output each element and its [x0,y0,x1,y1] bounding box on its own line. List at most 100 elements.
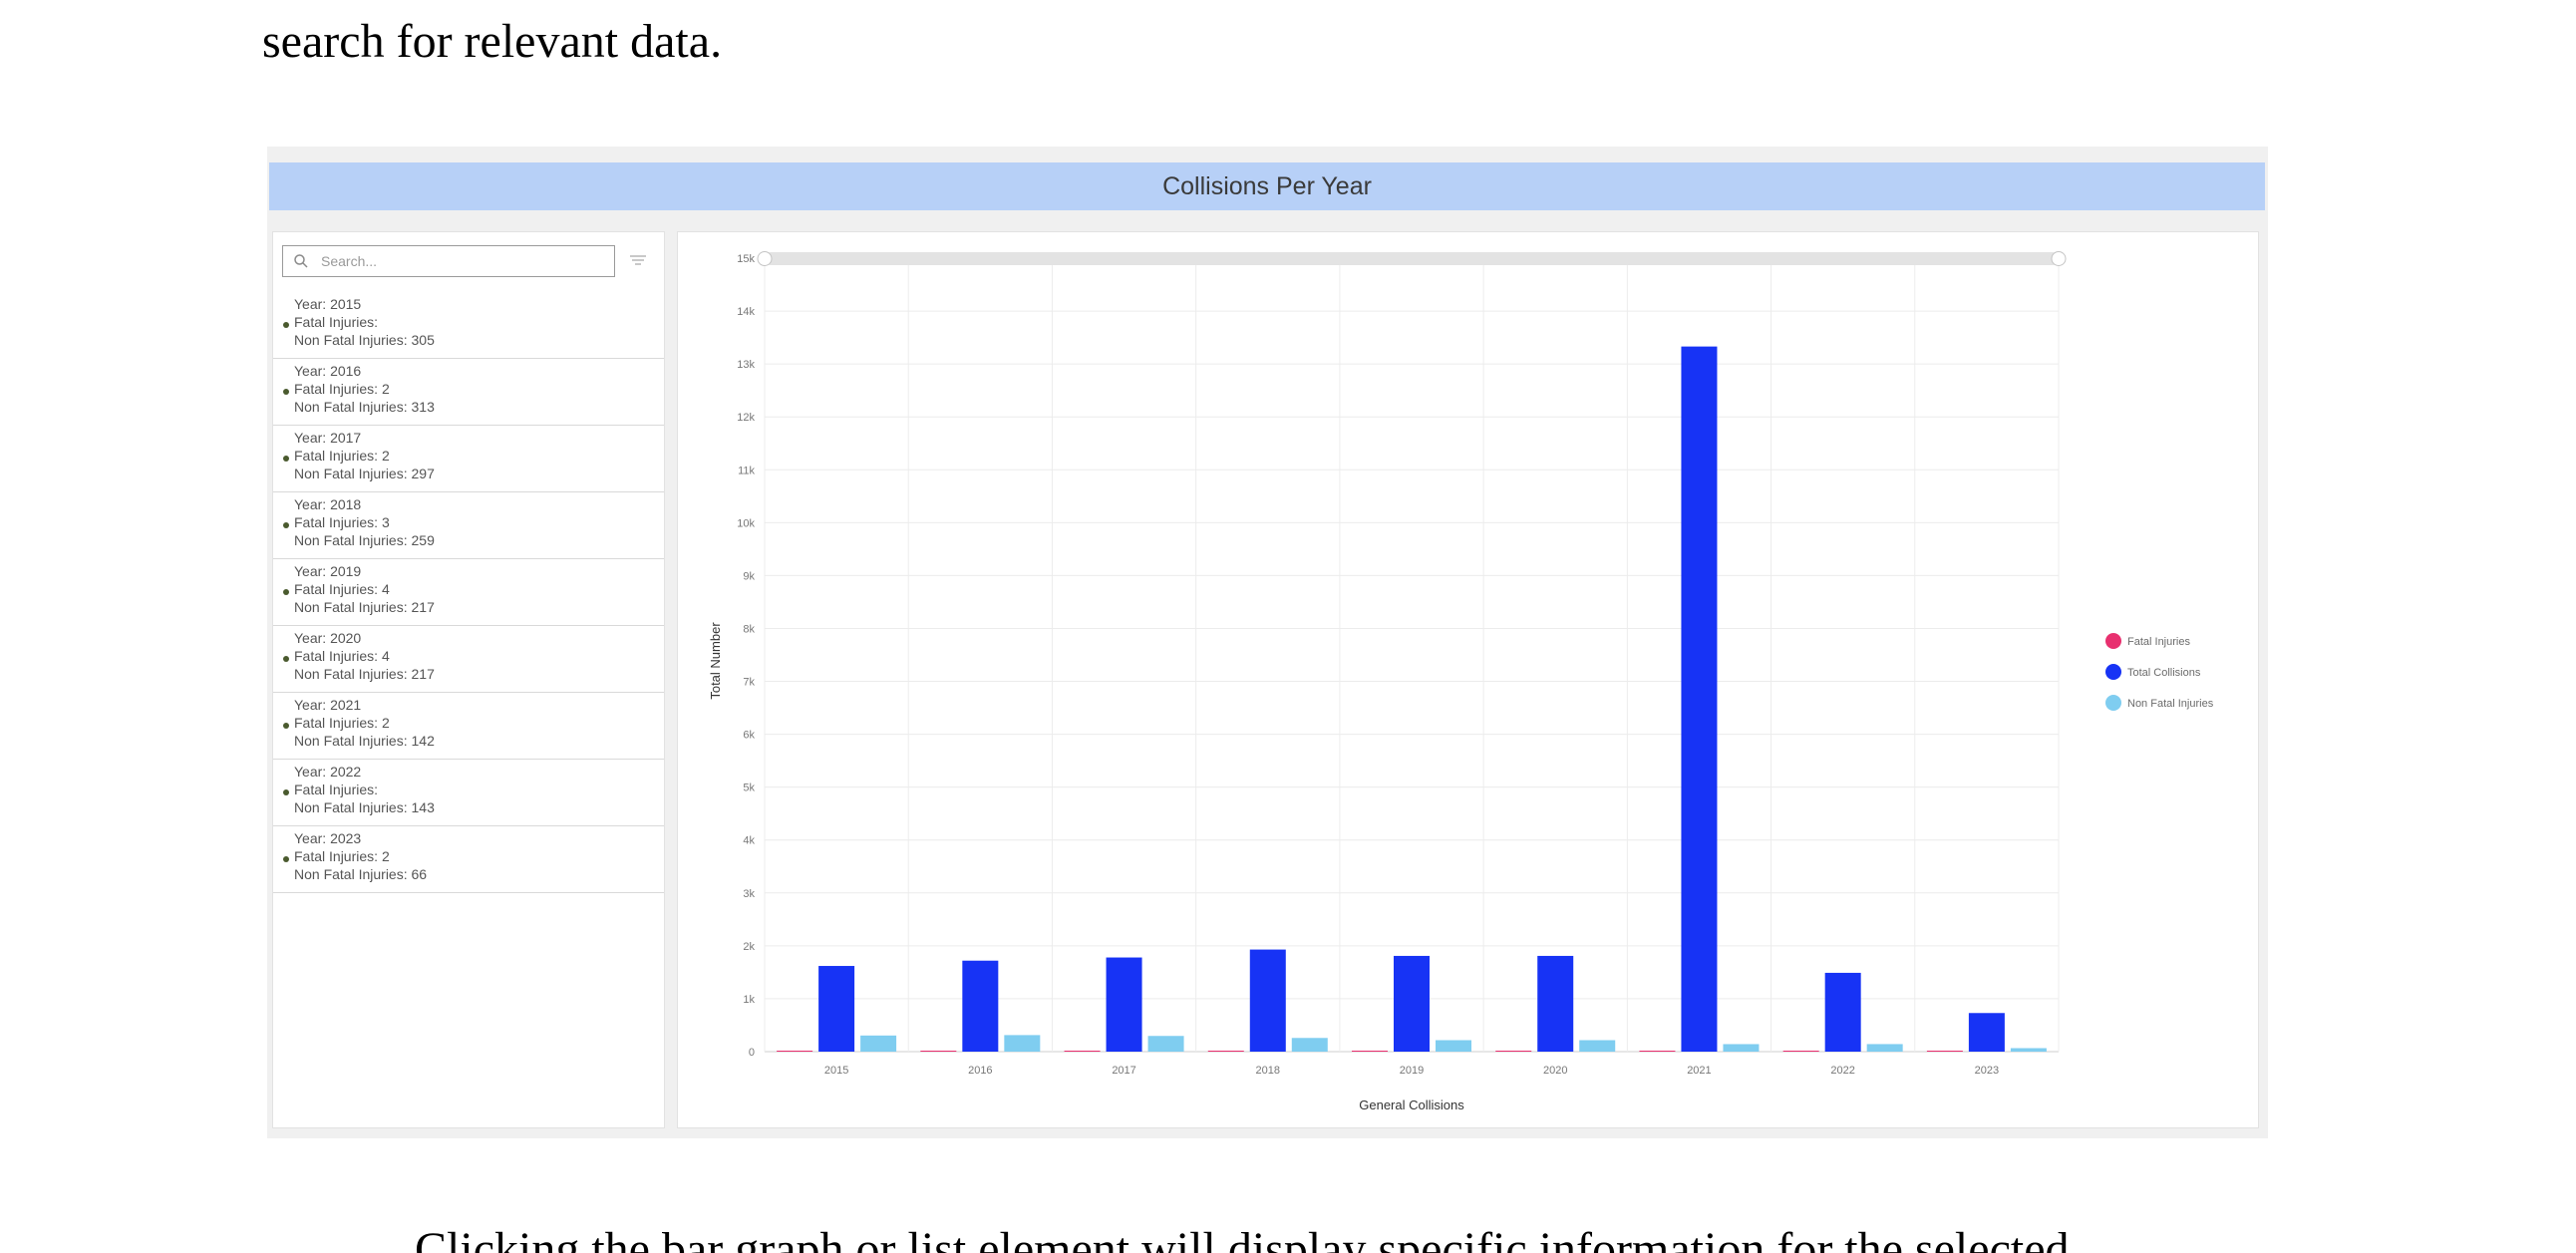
grip-icon[interactable] [757,251,773,266]
search-input[interactable] [317,247,614,275]
list-item-year: Year: 2017 [294,430,362,446]
y-tick-label: 6k [743,730,755,742]
bullet-dot [283,656,289,662]
fatal-label: Fatal Injuries: [294,848,379,864]
y-tick-label: 13k [737,359,755,371]
bar-non-fatal-injuries-2021[interactable] [1723,1044,1760,1052]
legend-label: Non Fatal Injuries [2127,698,2214,710]
list-item-year: Year: 2015 [294,296,362,312]
fatal-label: Fatal Injuries: [294,314,379,330]
fatal-value: 2 [381,848,390,864]
legend: Fatal Injuries Total Collisions Non Fatal … [2105,633,2214,711]
list-item-nonfatal: Non Fatal Injuries: 217 [294,599,435,615]
bar-total-collisions-2022[interactable] [1824,972,1861,1052]
x-tick-label: 2022 [1830,1065,1854,1077]
list-item-nonfatal: Non Fatal Injuries: 305 [294,332,435,348]
filter-icon[interactable] [627,251,649,269]
bar-non-fatal-injuries-2019[interactable] [1436,1040,1471,1052]
bar-total-collisions-2016[interactable] [962,960,999,1052]
search-box [282,245,615,277]
bar-fatal-injuries-2015[interactable] [777,1051,813,1052]
bar-total-collisions-2021[interactable] [1681,346,1718,1052]
bar-fatal-injuries-2020[interactable] [1495,1051,1532,1052]
bullet-dot [283,589,289,595]
list-item-2020[interactable]: Year: 2020 Fatal Injuries: 4 Non Fatal I… [273,626,664,693]
legend-item-non-fatal-injuries[interactable]: Non Fatal Injuries [2105,695,2214,711]
collisions-bar-chart: 0 1k 2k 3k 4k 5k 6k 7k 8k 9k 10k 11k 12k 13k 14k 15k 20… [708,251,2214,1112]
x-tick-label: 2018 [1256,1065,1280,1077]
bar-fatal-injuries-2016[interactable] [920,1051,957,1052]
y-tick-label: 7k [743,677,755,689]
bullet-dot [283,322,289,328]
bar-fatal-injuries-2017[interactable] [1064,1051,1101,1052]
list-item-2023[interactable]: Year: 2023 Fatal Injuries: 2 Non Fatal I… [273,826,664,893]
list-item-2018[interactable]: Year: 2018 Fatal Injuries: 3 Non Fatal I… [273,492,664,559]
list-item-fatal: Fatal Injuries: [294,313,664,331]
collisions-dashboard: Collisions Per Year Year: 2015 Fatal [267,147,2268,1138]
fatal-label: Fatal Injuries: [294,715,379,731]
y-tick-label: 11k [738,465,755,476]
bar-total-collisions-2020[interactable] [1537,955,1574,1052]
list-item-2021[interactable]: Year: 2021 Fatal Injuries: 2 Non Fatal I… [273,693,664,760]
y-tick-label: 10k [737,517,755,529]
bar-fatal-injuries-2022[interactable] [1782,1051,1819,1052]
legend-item-fatal-injuries[interactable]: Fatal Injuries [2105,633,2190,649]
list-item-fatal: Fatal Injuries: 4 [294,580,664,598]
list-item-2019[interactable]: Year: 2019 Fatal Injuries: 4 Non Fatal I… [273,559,664,626]
bar-total-collisions-2019[interactable] [1394,955,1430,1052]
list-item-year: Year: 2019 [294,563,362,579]
bar-total-collisions-2023[interactable] [1968,1013,2005,1052]
y-tick-label: 9k [743,570,755,582]
fatal-label: Fatal Injuries: [294,448,379,464]
list-item-2017[interactable]: Year: 2017 Fatal Injuries: 2 Non Fatal I… [273,426,664,492]
list-item-nonfatal: Non Fatal Injuries: 313 [294,399,435,415]
y-tick-label: 4k [743,835,755,847]
y-tick-label: 5k [743,783,755,794]
bar-total-collisions-2018[interactable] [1249,949,1286,1052]
document-text-top: search for relevant data. [262,15,723,68]
scrollbar-track[interactable] [765,252,2059,265]
bar-non-fatal-injuries-2018[interactable] [1291,1038,1328,1052]
x-tick-label: 2021 [1687,1065,1711,1077]
chart-scrollbar[interactable] [757,251,2067,266]
x-tick-label: 2017 [1112,1065,1135,1077]
bar-non-fatal-injuries-2022[interactable] [1866,1044,1903,1052]
bullet-dot [283,522,289,528]
bar-non-fatal-injuries-2023[interactable] [2010,1048,2047,1052]
list-item-fatal: Fatal Injuries: 3 [294,513,664,531]
y-tick-label: 12k [737,412,755,424]
y-tick-label: 15k [737,253,755,265]
x-tick-label: 2016 [968,1065,992,1077]
bar-fatal-injuries-2023[interactable] [1926,1051,1963,1052]
x-tick-label: 2015 [824,1065,848,1077]
x-tick-label: 2020 [1543,1065,1567,1077]
legend-item-total-collisions[interactable]: Total Collisions [2105,664,2201,680]
fatal-value: 4 [381,648,390,664]
fatal-label: Fatal Injuries: [294,381,379,397]
bullet-dot [283,789,289,795]
list-item-nonfatal: Non Fatal Injuries: 66 [294,866,428,882]
list-item-2016[interactable]: Year: 2016 Fatal Injuries: 2 Non Fatal I… [273,359,664,426]
bar-total-collisions-2015[interactable] [818,966,855,1052]
y-tick-label: 14k [737,306,755,318]
fatal-label: Fatal Injuries: [294,648,379,664]
list-item-year: Year: 2018 [294,496,362,512]
x-axis-ticks: 2015 2016 2017 2018 2019 2020 2021 2022 2023 [824,1065,1999,1077]
bar-fatal-injuries-2018[interactable] [1207,1051,1244,1052]
list-item-2022[interactable]: Year: 2022 Fatal Injuries: Non Fatal Inj… [273,760,664,826]
y-tick-label: 8k [743,623,755,635]
list-item-2015[interactable]: Year: 2015 Fatal Injuries: Non Fatal Inj… [273,292,664,359]
y-tick-label: 2k [743,941,755,953]
grip-icon[interactable] [2051,251,2067,266]
year-list: Year: 2015 Fatal Injuries: Non Fatal Inj… [273,292,664,893]
bar-non-fatal-injuries-2017[interactable] [1147,1036,1184,1052]
bullet-dot [283,723,289,729]
list-item-fatal: Fatal Injuries: [294,781,664,798]
bar-fatal-injuries-2019[interactable] [1352,1051,1388,1052]
bar-non-fatal-injuries-2020[interactable] [1579,1040,1616,1052]
y-tick-label: 1k [743,994,755,1006]
bar-total-collisions-2017[interactable] [1106,957,1142,1052]
bar-fatal-injuries-2021[interactable] [1639,1051,1676,1052]
bar-non-fatal-injuries-2016[interactable] [1004,1035,1041,1052]
bar-non-fatal-injuries-2015[interactable] [860,1035,897,1052]
